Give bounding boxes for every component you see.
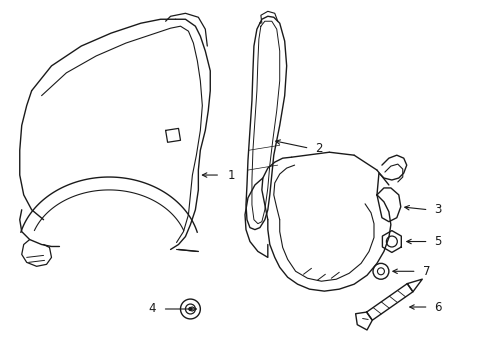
Text: 6: 6 [434, 301, 441, 314]
Text: 3: 3 [434, 203, 441, 216]
Text: 5: 5 [434, 235, 441, 248]
Text: 7: 7 [422, 265, 429, 278]
Text: 1: 1 [228, 168, 235, 181]
Text: 4: 4 [148, 302, 155, 315]
Circle shape [188, 307, 191, 310]
Text: 2: 2 [315, 142, 322, 155]
